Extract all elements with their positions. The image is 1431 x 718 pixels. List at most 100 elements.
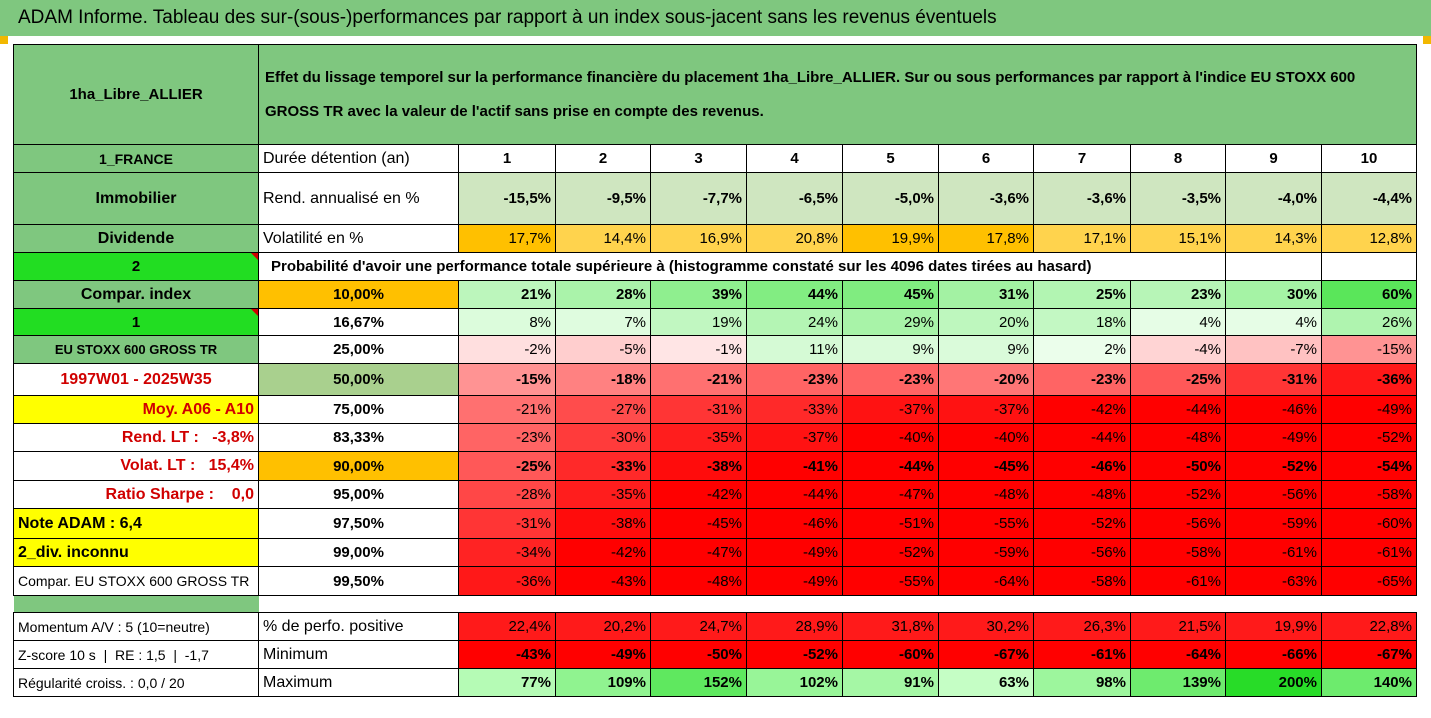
value-cell: 24% xyxy=(746,308,843,336)
value-cell: -31% xyxy=(650,395,747,424)
year-header: 2 xyxy=(555,144,651,173)
momentum-label: Momentum A/V : 5 (10=neutre) xyxy=(13,612,259,641)
value-cell: -40% xyxy=(842,423,939,452)
value-cell: 18% xyxy=(1033,308,1131,336)
value-cell: -21% xyxy=(650,363,747,396)
value-cell: 45% xyxy=(842,280,939,309)
value-cell: 8% xyxy=(458,308,556,336)
value-cell: 4% xyxy=(1130,308,1226,336)
value-cell: -46% xyxy=(746,508,843,539)
value-cell: -6,5% xyxy=(746,172,843,225)
value-cell: -30% xyxy=(555,423,651,452)
value-cell: -38% xyxy=(650,451,747,481)
value-cell: 17,1% xyxy=(1033,224,1131,253)
value-cell: -45% xyxy=(938,451,1034,481)
value-cell: 17,7% xyxy=(458,224,556,253)
div-label: 2_div. inconnu xyxy=(13,538,259,567)
value-cell: -3,6% xyxy=(1033,172,1131,225)
value-cell: -2% xyxy=(458,335,556,364)
value-cell: -25% xyxy=(1130,363,1226,396)
value-cell: -1% xyxy=(650,335,747,364)
spacer xyxy=(259,596,1417,613)
quantile-probability: 75,00% xyxy=(258,395,459,424)
quantile-probability: 83,33% xyxy=(258,423,459,452)
value-cell: -50% xyxy=(1130,451,1226,481)
num1-label: 1 xyxy=(13,308,259,336)
value-cell: 19,9% xyxy=(842,224,939,253)
value-cell: 7% xyxy=(555,308,651,336)
num2-label: 2 xyxy=(13,252,259,281)
value-cell: -44% xyxy=(1033,423,1131,452)
quantile-probability: 90,00% xyxy=(258,451,459,481)
value-cell: 19,9% xyxy=(1225,612,1322,641)
empty-cell xyxy=(1321,252,1417,281)
value-cell: -38% xyxy=(555,508,651,539)
value-cell: -23% xyxy=(842,363,939,396)
value-cell: -49% xyxy=(555,640,651,669)
value-cell: -49% xyxy=(746,538,843,567)
value-cell: 139% xyxy=(1130,668,1226,697)
value-cell: 16,9% xyxy=(650,224,747,253)
rend-label: Rend. annualisé en % xyxy=(258,172,459,225)
value-cell: -64% xyxy=(1130,640,1226,669)
value-cell: -36% xyxy=(1321,363,1417,396)
value-cell: -61% xyxy=(1321,538,1417,567)
value-cell: 28,9% xyxy=(746,612,843,641)
value-cell: -23% xyxy=(1033,363,1131,396)
value-cell: -54% xyxy=(1321,451,1417,481)
value-cell: -56% xyxy=(1033,538,1131,567)
value-cell: -21% xyxy=(458,395,556,424)
value-cell: -58% xyxy=(1130,538,1226,567)
year-header: 10 xyxy=(1321,144,1417,173)
years-label: Durée détention (an) xyxy=(258,144,459,173)
value-cell: 20,2% xyxy=(555,612,651,641)
value-cell: 20,8% xyxy=(746,224,843,253)
value-cell: 109% xyxy=(555,668,651,697)
report-title: ADAM Informe. Tableau des sur-(sous-)per… xyxy=(0,0,1431,36)
value-cell: -41% xyxy=(746,451,843,481)
value-cell: -61% xyxy=(1033,640,1131,669)
value-cell: 44% xyxy=(746,280,843,309)
value-cell: -52% xyxy=(746,640,843,669)
year-header: 6 xyxy=(938,144,1034,173)
index-name-label: EU STOXX 600 GROSS TR xyxy=(13,335,259,364)
value-cell: -56% xyxy=(1130,508,1226,539)
compar-full-label: Compar. EU STOXX 600 GROSS TR xyxy=(13,566,259,596)
value-cell: 29% xyxy=(842,308,939,336)
value-cell: 14,3% xyxy=(1225,224,1322,253)
value-cell: 15,1% xyxy=(1130,224,1226,253)
value-cell: -37% xyxy=(746,423,843,452)
value-cell: 25% xyxy=(1033,280,1131,309)
year-header: 4 xyxy=(746,144,843,173)
value-cell: -52% xyxy=(1321,423,1417,452)
value-cell: -47% xyxy=(842,480,939,509)
positive-label: % de perfo. positive xyxy=(258,612,459,641)
value-cell: -7,7% xyxy=(650,172,747,225)
value-cell: -64% xyxy=(938,566,1034,596)
value-cell: -65% xyxy=(1321,566,1417,596)
spacer-green xyxy=(13,595,259,613)
value-cell: 30% xyxy=(1225,280,1322,309)
value-cell: 63% xyxy=(938,668,1034,697)
value-cell: -31% xyxy=(1225,363,1322,396)
maximum-label: Maximum xyxy=(258,668,459,697)
quantile-probability: 10,00% xyxy=(258,280,459,309)
value-cell: -43% xyxy=(458,640,556,669)
value-cell: -35% xyxy=(650,423,747,452)
value-cell: -60% xyxy=(1321,508,1417,539)
value-cell: 152% xyxy=(650,668,747,697)
country-label: 1_FRANCE xyxy=(13,144,259,173)
corner-mark-left xyxy=(0,36,8,44)
value-cell: -3,5% xyxy=(1130,172,1226,225)
value-cell: -48% xyxy=(938,480,1034,509)
value-cell: -4,0% xyxy=(1225,172,1322,225)
value-cell: -67% xyxy=(1321,640,1417,669)
value-cell: 9% xyxy=(842,335,939,364)
value-cell: -42% xyxy=(650,480,747,509)
value-cell: 20% xyxy=(938,308,1034,336)
value-cell: -18% xyxy=(555,363,651,396)
year-header: 5 xyxy=(842,144,939,173)
quantile-probability: 99,50% xyxy=(258,566,459,596)
value-cell: -52% xyxy=(1225,451,1322,481)
fund-name: 1ha_Libre_ALLIER xyxy=(13,44,259,145)
